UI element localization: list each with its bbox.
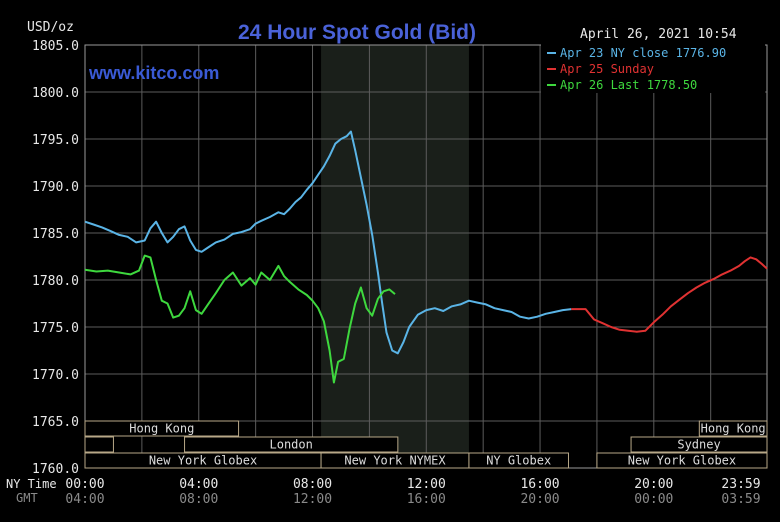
session-label: Hong Kong	[129, 422, 194, 436]
y-tick-label: 1800.0	[32, 86, 79, 101]
y-tick-label: 1765.0	[32, 415, 79, 430]
grid	[84, 44, 768, 469]
y-tick-label: 1805.0	[32, 39, 79, 54]
x-tick-label-ny: 16:00	[520, 477, 559, 492]
x-tick-label-gmt: 12:00	[293, 492, 332, 507]
x-tick-label-ny: 12:00	[407, 477, 446, 492]
series-line-2	[84, 254, 396, 384]
session-label: Hong Kong	[701, 422, 766, 436]
x-tick-label-gmt: 03:59	[721, 492, 760, 507]
legend-entry: Apr 23 NY close 1776.90	[560, 46, 726, 60]
y-tick-label: 1760.0	[32, 462, 79, 477]
x-tick-label-gmt: 20:00	[520, 492, 559, 507]
y-tick-label: 1795.0	[32, 133, 79, 148]
session-box	[468, 452, 569, 469]
legend: Apr 23 NY close 1776.90 Apr 25 Sunday Apr …	[541, 43, 765, 93]
session-box	[630, 436, 768, 453]
session-label: NY Globex	[486, 454, 551, 468]
nymex-session-band	[321, 45, 469, 468]
y-tick-label: 1780.0	[32, 274, 79, 289]
x-row-label-gmt: GMT	[16, 491, 38, 505]
watermark-url: www.kitco.com	[88, 63, 219, 83]
x-tick-label-gmt: 04:00	[65, 492, 104, 507]
session-label: Sydney	[677, 438, 720, 452]
x-tick-label-gmt: 16:00	[407, 492, 446, 507]
y-tick-label: 1770.0	[32, 368, 79, 383]
session-box	[84, 420, 240, 437]
session-label: London	[270, 438, 313, 452]
nymex-band-rect	[321, 45, 469, 468]
session-box	[596, 452, 768, 469]
session-label: New York Globex	[628, 454, 736, 468]
y-tick-label: 1775.0	[32, 321, 79, 336]
series-line-0	[84, 130, 572, 355]
x-tick-label-ny: 23:59	[721, 477, 760, 492]
x-row-label-ny: NY Time	[6, 477, 57, 491]
price-series	[84, 130, 768, 384]
y-tick-label: 1790.0	[32, 180, 79, 195]
x-tick-label-gmt: 00:00	[634, 492, 673, 507]
timestamp: April 26, 2021 10:54	[580, 27, 737, 42]
y-axis-unit-label: USD/oz	[27, 20, 74, 35]
legend-background	[541, 43, 765, 93]
x-tick-label-ny: 00:00	[65, 477, 104, 492]
session-box	[184, 436, 399, 453]
session-box	[698, 420, 768, 437]
session-label: New York NYMEX	[344, 454, 446, 468]
y-tick-label: 1785.0	[32, 227, 79, 242]
x-tick-label-ny: 04:00	[179, 477, 218, 492]
series-line-1	[571, 256, 768, 333]
session-box	[84, 436, 114, 453]
x-tick-label-ny: 20:00	[634, 477, 673, 492]
legend-entry: Apr 25 Sunday	[560, 62, 654, 76]
market-sessions: Hong Kong Hong Kong London Sydney New York G…	[84, 420, 768, 469]
chart-title: 24 Hour Spot Gold (Bid)	[238, 21, 476, 44]
legend-entry: Apr 26 Last 1778.50	[560, 78, 697, 92]
session-label: New York Globex	[149, 454, 257, 468]
x-tick-label-gmt: 08:00	[179, 492, 218, 507]
axes: 1760.0 1765.0 1770.0 1775.0 1780.0 1785.0 1790…	[32, 39, 761, 507]
x-tick-label-ny: 08:00	[293, 477, 332, 492]
